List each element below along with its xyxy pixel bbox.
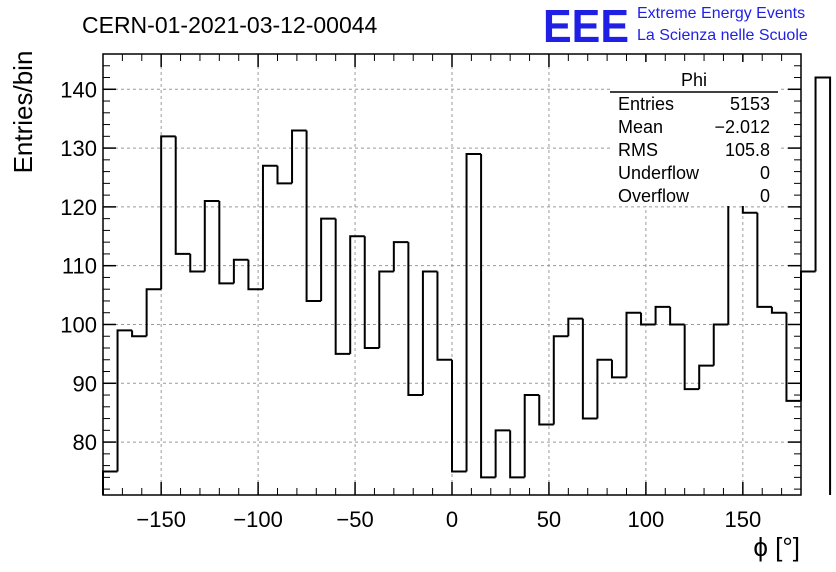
histogram-bin bbox=[465, 152, 482, 472]
y-axis-label: Entries/bin bbox=[8, 51, 38, 174]
histogram-bin bbox=[349, 235, 365, 354]
stats-label-entries: Entries bbox=[618, 94, 674, 114]
y-tick-label: 90 bbox=[73, 371, 97, 396]
y-tick-label: 130 bbox=[60, 136, 97, 161]
histogram-bin bbox=[451, 359, 467, 473]
logo-line-1: Extreme Energy Events bbox=[637, 5, 805, 22]
y-tick-label: 80 bbox=[73, 430, 97, 455]
stats-value-mean: −2.012 bbox=[714, 117, 770, 137]
stats-value-entries: 5153 bbox=[730, 94, 770, 114]
histogram-bin bbox=[276, 165, 293, 185]
histogram-bin bbox=[160, 135, 176, 290]
histogram-bin bbox=[610, 359, 627, 379]
histogram-bin bbox=[712, 323, 729, 366]
histogram-bin bbox=[102, 470, 118, 495]
histogram-bin bbox=[509, 430, 525, 479]
eee-logo: EEE Extreme Energy Events La Scienza nel… bbox=[543, 0, 808, 52]
histogram-bin bbox=[189, 253, 205, 273]
x-tick-label: −100 bbox=[233, 507, 283, 532]
stats-box: Phi Entries 5153 Mean −2.012 RMS 105.8 U… bbox=[610, 62, 778, 206]
histogram-series bbox=[102, 76, 832, 495]
histogram-bin bbox=[770, 306, 787, 314]
histogram-bin bbox=[218, 201, 234, 285]
histogram-bin bbox=[581, 318, 598, 420]
histogram-bin bbox=[305, 130, 322, 302]
histogram-bin bbox=[334, 218, 351, 355]
histogram-bin bbox=[538, 395, 554, 426]
histogram-bin bbox=[640, 312, 656, 326]
histogram-bin bbox=[625, 311, 642, 378]
histogram-bin bbox=[174, 136, 191, 255]
histogram-bin bbox=[654, 305, 671, 325]
histogram-bin bbox=[232, 258, 249, 284]
axes: −150 −100 −50 0 50 100 150 80 90 100 110 120 130 140 bbox=[60, 53, 801, 532]
stats-label-rms: RMS bbox=[618, 140, 658, 160]
histogram-bin bbox=[247, 259, 263, 291]
stats-label-underflow: Underflow bbox=[618, 163, 700, 183]
histogram-bin bbox=[436, 271, 452, 361]
y-tick-label: 100 bbox=[60, 312, 97, 337]
histogram-bin bbox=[523, 394, 540, 478]
chart-title: CERN-01-2021-03-12-00044 bbox=[82, 12, 378, 38]
histogram-bin bbox=[203, 200, 220, 272]
stats-value-overflow: 0 bbox=[760, 186, 770, 206]
y-tick-label: 110 bbox=[62, 254, 97, 279]
logo-line-2: La Scienza nelle Scuole bbox=[637, 27, 808, 44]
histogram-bin bbox=[116, 329, 133, 472]
x-tick-label: −50 bbox=[336, 507, 373, 532]
y-tick-label: 120 bbox=[60, 195, 97, 220]
histogram-bin bbox=[392, 241, 409, 272]
histogram-bin bbox=[698, 364, 714, 390]
stats-value-rms: 105.8 bbox=[725, 140, 770, 160]
stats-label-overflow: Overflow bbox=[618, 186, 690, 206]
logo-mark: EEE bbox=[543, 0, 629, 52]
histogram-bin bbox=[814, 76, 832, 495]
histogram-bin bbox=[378, 270, 394, 348]
y-tick-label: 140 bbox=[60, 77, 97, 102]
histogram-bin bbox=[683, 324, 700, 391]
histogram-bin bbox=[145, 288, 162, 337]
x-tick-label: −150 bbox=[136, 507, 186, 532]
histogram-bin bbox=[756, 212, 772, 308]
x-tick-label: 0 bbox=[446, 507, 458, 532]
x-tick-label: 150 bbox=[724, 507, 761, 532]
histogram-bin bbox=[552, 335, 569, 425]
stats-box-background bbox=[610, 62, 778, 206]
stats-title: Phi bbox=[681, 70, 707, 90]
histogram-bin bbox=[421, 270, 438, 396]
x-tick-label: 50 bbox=[537, 507, 561, 532]
stats-label-mean: Mean bbox=[618, 117, 663, 137]
histogram-bin bbox=[596, 358, 612, 419]
plot-frame bbox=[102, 53, 802, 496]
histogram-bin bbox=[567, 317, 583, 337]
histogram-bin bbox=[800, 270, 816, 401]
stats-value-underflow: 0 bbox=[760, 163, 770, 183]
histogram-bin bbox=[785, 312, 801, 402]
histogram-bin bbox=[480, 153, 496, 479]
histogram-bin bbox=[363, 236, 380, 349]
histogram-bin bbox=[669, 306, 685, 326]
histogram-bin bbox=[494, 429, 511, 478]
histogram-bin bbox=[291, 129, 307, 184]
x-axis-label: ϕ [°] bbox=[753, 532, 800, 562]
histogram-bin bbox=[407, 242, 423, 397]
histogram-bin bbox=[320, 217, 336, 301]
x-tick-label: 100 bbox=[628, 507, 665, 532]
histogram-bin bbox=[261, 164, 278, 290]
histogram-bin bbox=[131, 330, 147, 338]
